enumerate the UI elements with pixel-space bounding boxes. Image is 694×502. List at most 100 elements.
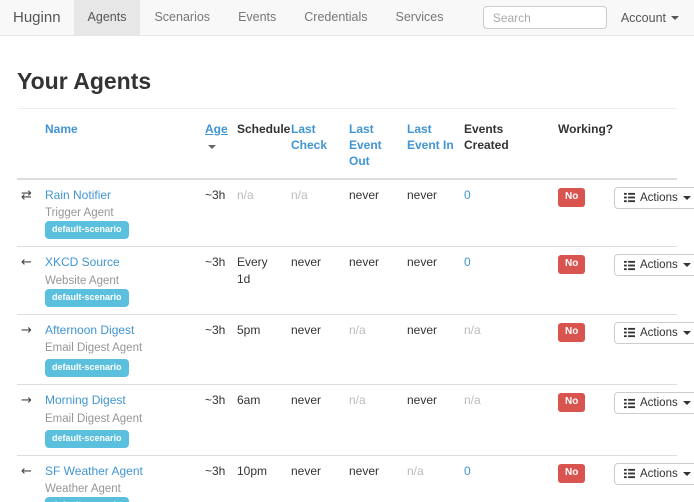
schedule-cell: n/a — [233, 178, 287, 247]
agent-type-label: Trigger Agent — [45, 207, 114, 220]
working-status-badge: No — [558, 255, 586, 275]
scenario-badge[interactable]: default-scenario — [45, 359, 129, 378]
events-created-cell: n/a — [460, 313, 554, 385]
scenario-badge[interactable]: default-scenario — [45, 221, 129, 240]
events-created-cell[interactable]: 0 — [460, 454, 554, 502]
actions-button[interactable]: Actions — [614, 254, 694, 277]
navbar: Huginn Agents Scenarios Events Credentia… — [0, 0, 694, 36]
table-row: → Morning Digest Email Digest Agent defa… — [17, 384, 694, 455]
last-check-cell: never — [287, 454, 345, 502]
actions-button-label: Actions — [640, 326, 678, 339]
schedule-cell: Every 1d — [233, 246, 287, 315]
working-status-badge: No — [558, 393, 586, 413]
last-event-in-cell: never — [403, 313, 460, 385]
th-list-icon — [624, 468, 635, 479]
agent-name-link[interactable]: XKCD Source — [45, 255, 120, 270]
column-header-events-created: Events Created — [460, 113, 554, 180]
nav-item-services[interactable]: Services — [395, 10, 444, 24]
actions-button[interactable]: Actions — [614, 321, 694, 344]
age-cell: ~3h — [201, 313, 233, 385]
column-header-schedule: Schedule — [233, 113, 290, 180]
last-event-out-cell: never — [345, 454, 403, 502]
arrow-left-icon: ← — [21, 463, 32, 479]
agent-name-link[interactable]: Morning Digest — [45, 393, 126, 408]
divider — [17, 108, 677, 109]
working-status-badge: No — [558, 187, 586, 207]
last-check-cell: never — [287, 313, 345, 385]
content: Your Agents Name Age Schedule Last Check… — [0, 68, 694, 502]
column-header-name[interactable]: Name — [45, 122, 78, 136]
column-header-last-event-out[interactable]: Last Event Out — [349, 122, 382, 169]
chevron-down-icon — [671, 15, 679, 20]
agent-name-link[interactable]: Rain Notifier — [45, 187, 112, 202]
column-header-last-check[interactable]: Last Check — [291, 122, 328, 153]
chevron-down-icon — [682, 471, 691, 476]
th-list-icon — [624, 192, 635, 203]
last-event-out-cell: never — [345, 246, 403, 315]
last-event-in-cell: never — [403, 178, 460, 247]
table-row: ⇄ Rain Notifier Trigger Agent default-sc… — [17, 178, 694, 247]
actions-button-label: Actions — [640, 467, 678, 480]
schedule-cell: 10pm — [233, 454, 287, 502]
actions-button[interactable]: Actions — [614, 392, 694, 415]
arrow-right-icon: → — [21, 393, 32, 409]
events-created-cell[interactable]: 0 — [460, 246, 554, 315]
nav-item-credentials[interactable]: Credentials — [304, 10, 368, 24]
actions-button-label: Actions — [640, 259, 678, 272]
actions-button[interactable]: Actions — [614, 186, 694, 209]
agent-name-link[interactable]: SF Weather Agent — [45, 463, 143, 478]
actions-column-header — [610, 113, 677, 180]
main-nav: Agents Scenarios Events Credentials Serv… — [73, 0, 458, 35]
agents-table-body: ⇄ Rain Notifier Trigger Agent default-sc… — [17, 178, 694, 502]
account-menu[interactable]: Account — [607, 11, 694, 25]
actions-button-label: Actions — [640, 397, 678, 410]
arrow-left-icon: ← — [21, 255, 32, 271]
page-title: Your Agents — [17, 68, 152, 94]
chevron-down-icon — [682, 263, 691, 268]
last-event-out-cell: n/a — [345, 313, 403, 385]
last-event-in-cell: n/a — [403, 454, 460, 502]
table-row: → Afternoon Digest Email Digest Agent de… — [17, 313, 694, 385]
actions-button-label: Actions — [640, 191, 678, 204]
scenario-badge[interactable]: default-scenario — [45, 288, 129, 307]
working-status-badge: No — [558, 322, 586, 342]
last-check-cell: never — [287, 384, 345, 455]
th-list-icon — [624, 398, 635, 408]
column-header-working: Working? — [554, 113, 613, 180]
working-status-badge: No — [558, 463, 586, 483]
agent-type-label: Website Agent — [45, 274, 119, 287]
scenario-badge[interactable]: default-scenario — [45, 429, 129, 448]
scenario-badge[interactable]: default-scenario — [45, 497, 129, 502]
th-list-icon — [624, 327, 635, 338]
agent-name-link[interactable]: Afternoon Digest — [45, 322, 135, 337]
th-list-icon — [624, 260, 635, 270]
events-created-cell: n/a — [460, 384, 554, 455]
transfer-icon: ⇄ — [21, 187, 32, 203]
age-cell: ~3h — [201, 178, 233, 247]
nav-item-scenarios[interactable]: Scenarios — [154, 10, 211, 24]
agent-type-label: Email Digest Agent — [45, 342, 143, 355]
sort-desc-icon — [208, 145, 216, 150]
table-header-row: Name Age Schedule Last Check Last Event … — [17, 113, 677, 180]
actions-button[interactable]: Actions — [614, 462, 694, 485]
chevron-down-icon — [682, 401, 691, 406]
brand-link[interactable]: Huginn — [13, 9, 61, 26]
arrow-right-icon: → — [21, 322, 32, 338]
last-check-cell: n/a — [287, 178, 345, 247]
nav-item-agents[interactable]: Agents — [73, 0, 141, 35]
account-label: Account — [620, 10, 666, 25]
column-header-last-event-in[interactable]: Last Event In — [407, 122, 454, 153]
last-event-out-cell: never — [345, 178, 403, 247]
agents-table: Name Age Schedule Last Check Last Event … — [17, 113, 694, 502]
age-cell: ~3h — [201, 384, 233, 455]
column-header-age[interactable]: Age — [205, 122, 228, 136]
last-event-out-cell: n/a — [345, 384, 403, 455]
nav-item-events[interactable]: Events — [238, 10, 277, 24]
age-cell: ~3h — [201, 454, 233, 502]
chevron-down-icon — [682, 330, 691, 335]
events-created-cell[interactable]: 0 — [460, 178, 554, 247]
chevron-down-icon — [682, 195, 691, 200]
icon-column-header — [17, 113, 41, 180]
agent-type-label: Email Digest Agent — [45, 412, 143, 425]
search-input[interactable] — [482, 6, 607, 29]
